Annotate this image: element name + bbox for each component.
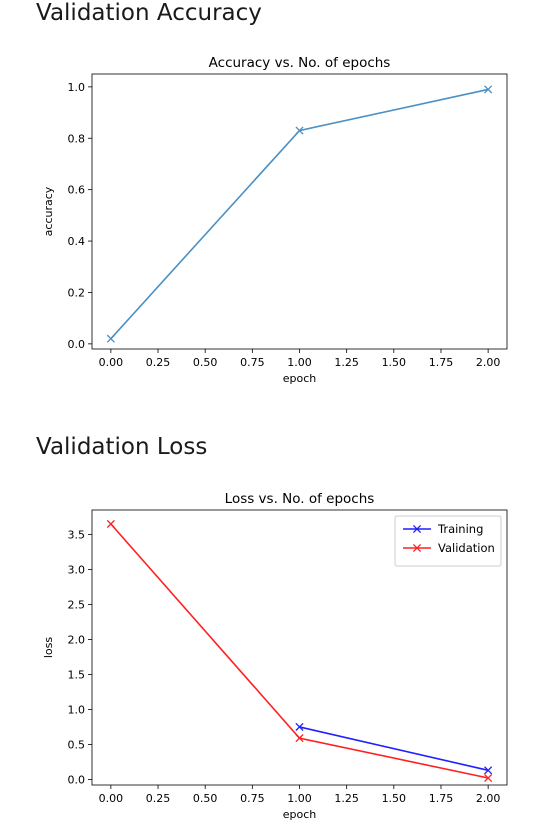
acc-x-tick-label: 0.50 xyxy=(193,356,218,369)
loss-chart-title: Loss vs. No. of epochs xyxy=(225,491,375,507)
loss-training-line xyxy=(299,726,489,772)
loss-x-tick-label: 0.00 xyxy=(99,792,124,805)
acc-x-tick-label: 1.75 xyxy=(429,356,454,369)
acc-y-tick-label: 0.2 xyxy=(68,286,86,299)
loss-y-tick-label: 0.0 xyxy=(68,773,86,786)
loss-x-tick-label: 1.25 xyxy=(334,792,359,805)
acc-y-tick-label: 1.0 xyxy=(68,81,86,94)
loss-y-tick-label: 1.5 xyxy=(68,668,86,681)
acc-y-axis-label: accuracy xyxy=(42,186,55,236)
legend-label-training: Training xyxy=(437,522,483,536)
loss-y-tick-label: 2.0 xyxy=(68,633,86,646)
loss-x-tick-label: 0.50 xyxy=(193,792,218,805)
loss-y-tick-label: 0.5 xyxy=(68,738,86,751)
heading-validation-loss: Validation Loss xyxy=(36,434,208,460)
loss-training-point xyxy=(484,766,493,775)
acc-y-tick-label: 0.0 xyxy=(68,338,86,351)
acc-series-point xyxy=(295,126,304,135)
heading-validation-accuracy: Validation Accuracy xyxy=(36,0,262,26)
acc-x-tick-label: 2.00 xyxy=(476,356,501,369)
loss-x-tick-label: 0.75 xyxy=(240,792,265,805)
acc-series-point xyxy=(106,334,115,343)
acc-x-tick-label: 0.00 xyxy=(99,356,124,369)
loss-training-point xyxy=(295,722,304,731)
acc-x-tick-label: 0.75 xyxy=(240,356,265,369)
legend-item-training: Training xyxy=(403,522,483,536)
loss-x-tick-label: 2.00 xyxy=(476,792,501,805)
loss-y-axis-label: loss xyxy=(42,637,55,659)
acc-y-tick-label: 0.4 xyxy=(68,235,86,248)
acc-y-tick-label: 0.6 xyxy=(68,184,86,197)
loss-validation-point xyxy=(484,773,493,783)
loss-x-axis-label: epoch xyxy=(283,808,317,821)
loss-y-tick-label: 1.0 xyxy=(68,703,86,716)
acc-series-point xyxy=(484,85,493,94)
acc-x-axis-label: epoch xyxy=(283,372,317,385)
acc-chart-title: Accuracy vs. No. of epochs xyxy=(209,55,391,71)
loss-y-tick-label: 3.5 xyxy=(68,528,86,541)
loss-y-tick-label: 2.5 xyxy=(68,598,86,611)
loss-x-tick-label: 1.50 xyxy=(382,792,407,805)
acc-x-tick-label: 1.25 xyxy=(334,356,359,369)
accuracy-chart: Accuracy vs. No. of epochs 0.00 0.25 0.50 0.… xyxy=(42,55,508,385)
loss-x-tick-label: 1.00 xyxy=(287,792,312,805)
acc-x-tick-label: 0.25 xyxy=(146,356,171,369)
acc-y-tick-label: 0.8 xyxy=(68,132,86,145)
loss-validation-point xyxy=(106,519,115,529)
legend-item-validation: Validation xyxy=(403,541,495,555)
loss-x-tick-label: 1.75 xyxy=(429,792,454,805)
legend-label-validation: Validation xyxy=(438,541,495,555)
acc-x-tick-label: 1.50 xyxy=(382,356,407,369)
acc-x-tick-label: 1.00 xyxy=(287,356,312,369)
loss-y-tick-label: 3.0 xyxy=(68,563,86,576)
loss-validation-point xyxy=(295,734,304,743)
loss-x-tick-label: 0.25 xyxy=(146,792,171,805)
